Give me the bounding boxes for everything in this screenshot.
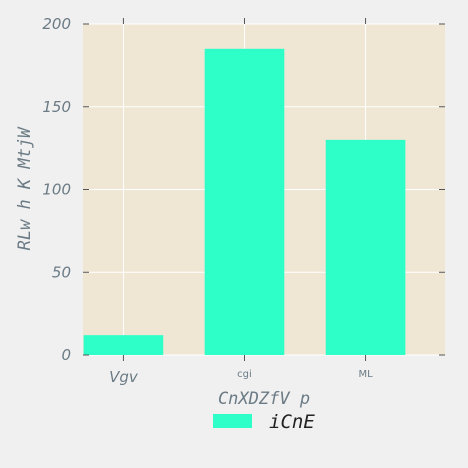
x-axis-label: CnXDZfV p (218, 389, 310, 409)
bars (83, 48, 406, 355)
x-tick-label: ML (358, 369, 373, 380)
legend-swatch (213, 414, 252, 428)
x-tick-labels: Vgv cgi ML (109, 368, 373, 386)
y-tick-label: 200 (42, 15, 71, 33)
y-tick-label: 50 (52, 263, 71, 281)
x-tick-label: cgi (237, 369, 252, 380)
axis-ticks (83, 18, 445, 361)
y-tick-label: 150 (42, 98, 71, 116)
y-axis-label: RLw h K MtjW (15, 126, 35, 251)
legend: iCnE (213, 411, 315, 433)
y-tick-labels: 0 50 100 150 200 (42, 15, 71, 364)
legend-label: iCnE (269, 411, 315, 433)
bar-cgi (204, 48, 285, 355)
y-tick-label: 100 (42, 181, 71, 199)
x-tick-label: Vgv (109, 368, 139, 386)
bar-ML (325, 139, 406, 355)
y-tick-label: 0 (61, 346, 71, 364)
bar-Vgv (83, 335, 164, 355)
